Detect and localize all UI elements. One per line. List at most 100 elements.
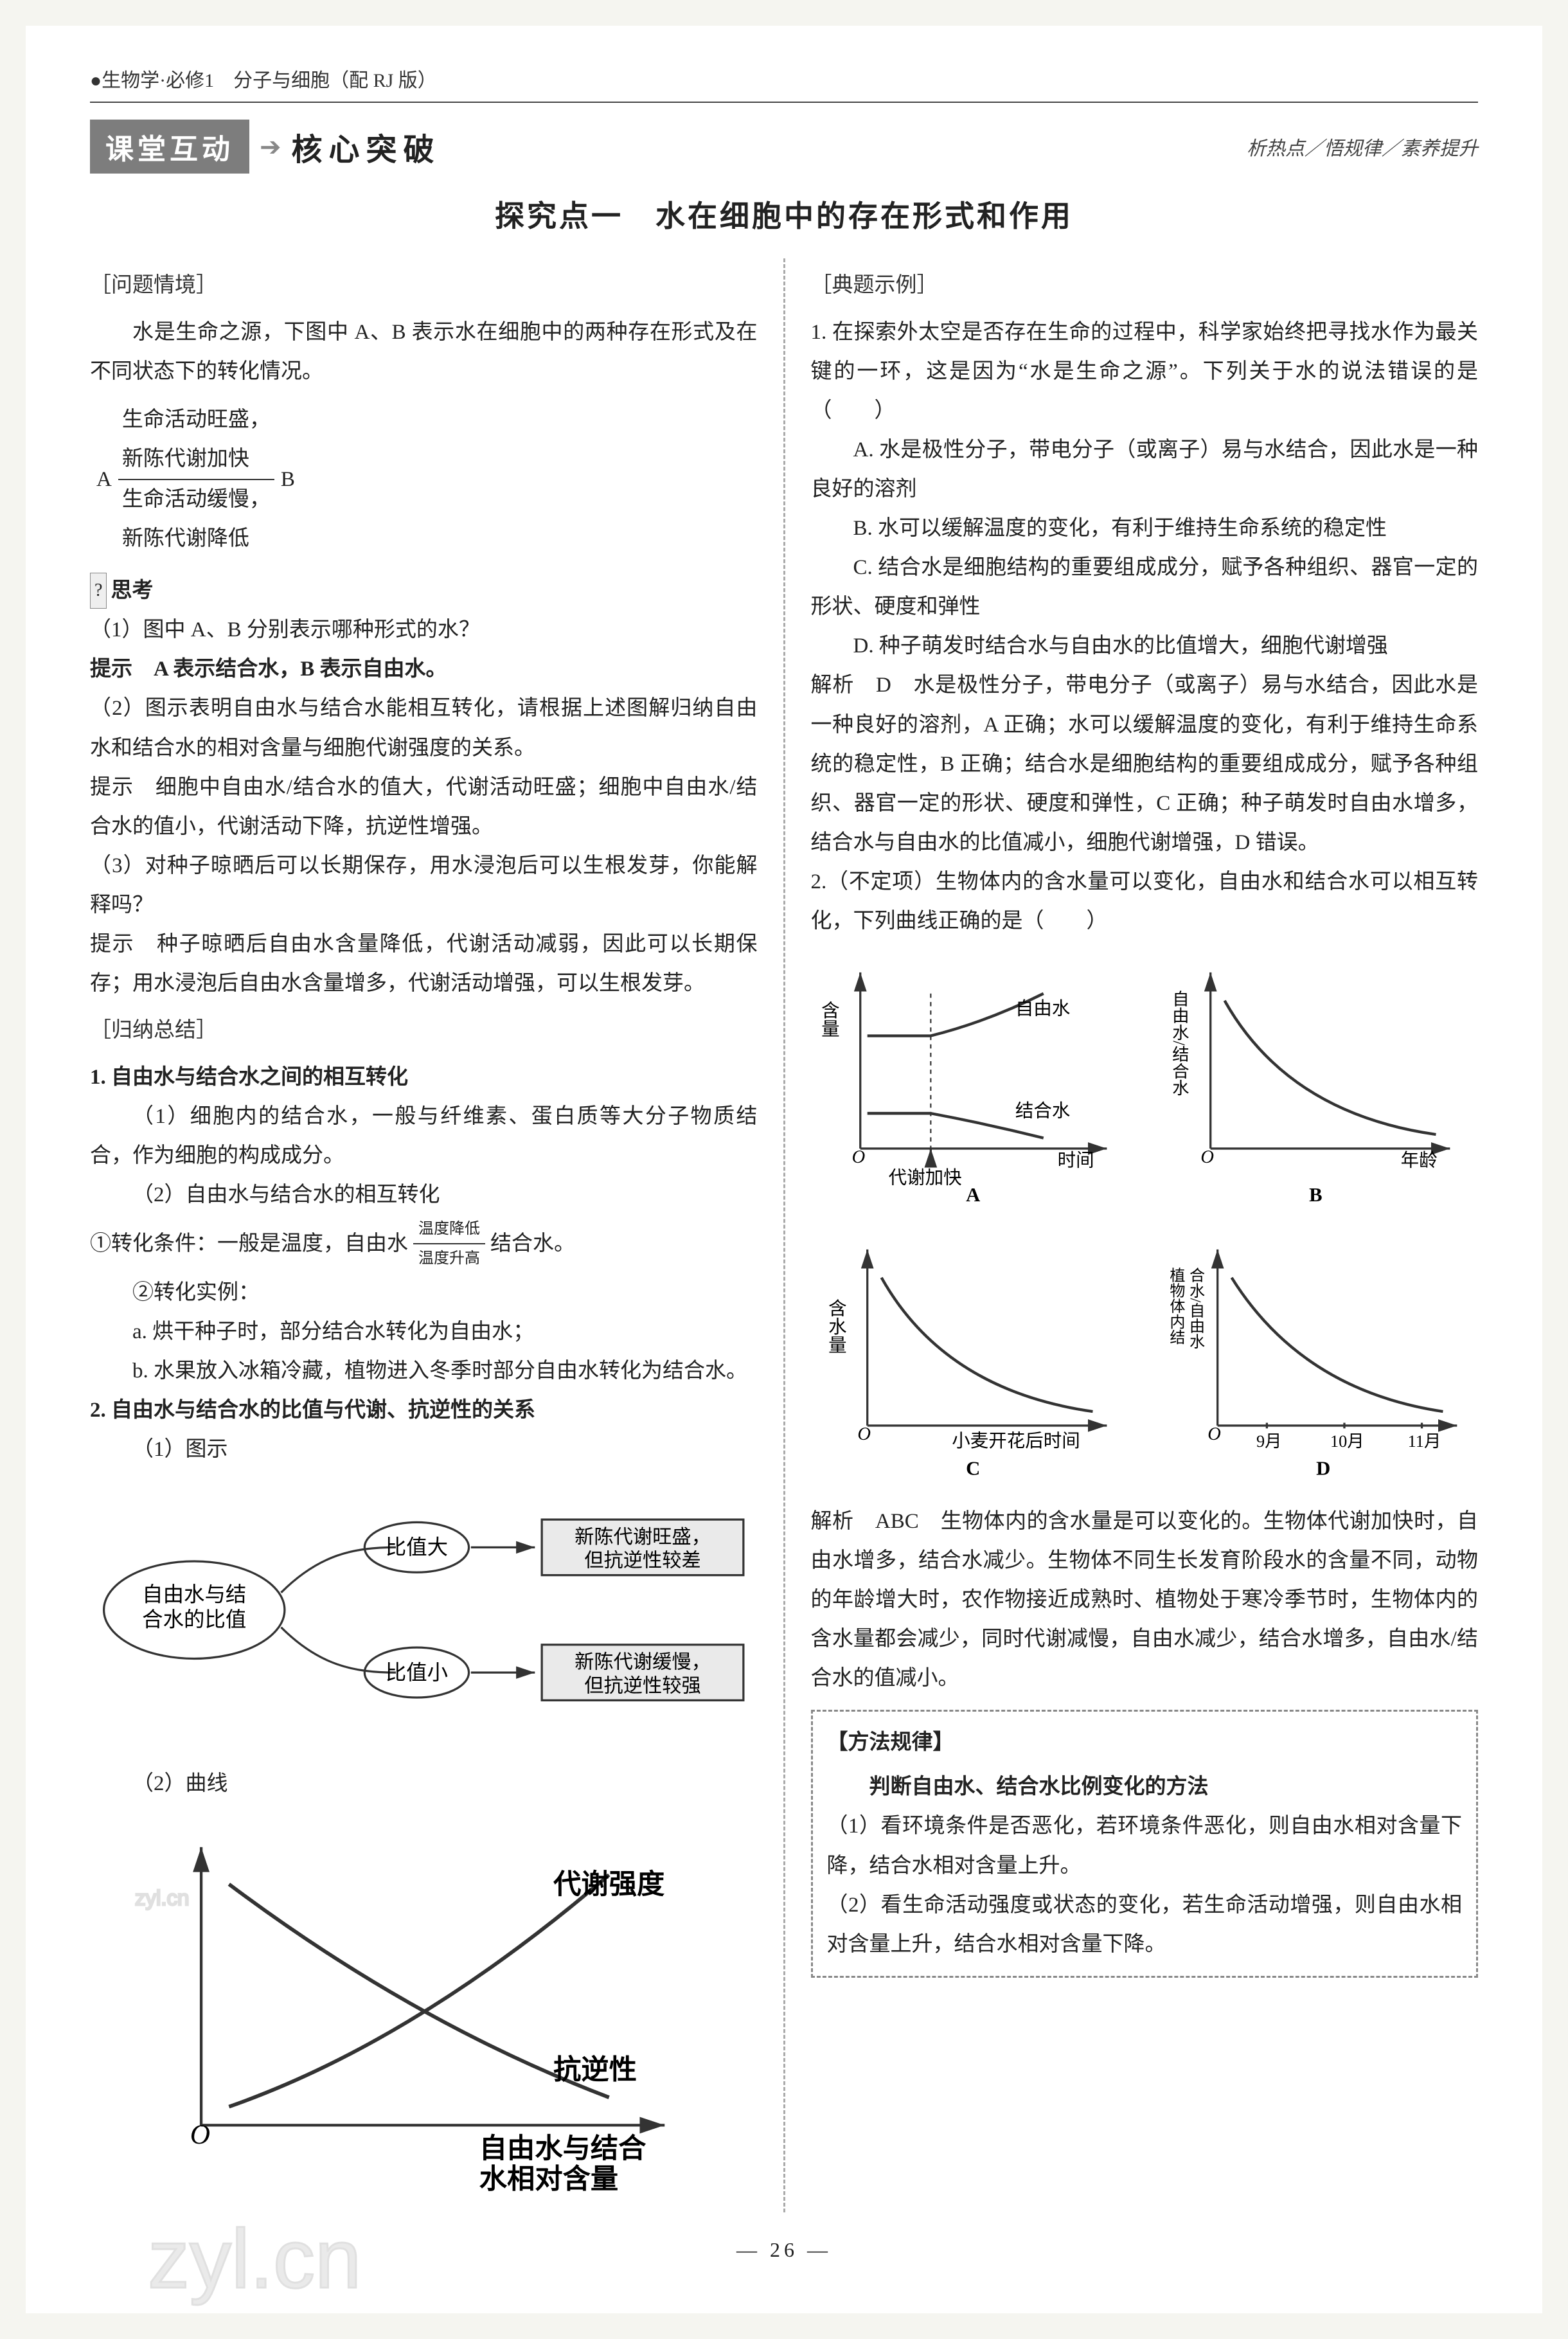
ra2: 解析 ABC 生物体内的含水量是可以变化的。生物体代谢加快时，自由水增多，结合水… <box>811 1502 1479 1698</box>
svg-text:合水/自由水: 合水/自由水 <box>1186 1268 1204 1349</box>
n2b: （2）曲线 <box>90 1764 758 1804</box>
svg-text:比值大: 比值大 <box>386 1536 448 1559</box>
rq1b: B. 水可以缓解温度的变化，有利于维持生命系统的稳定性 <box>811 509 1479 548</box>
band-right: 析热点／悟规律／素养提升 <box>1247 132 1478 161</box>
breadcrumb: ●生物学·必修1 分子与细胞（配 RJ 版） <box>90 64 1478 103</box>
svg-text:10月: 10月 <box>1330 1432 1364 1451</box>
svg-text:代谢加快: 代谢加快 <box>888 1168 961 1188</box>
svg-text:但抗逆性较强: 但抗逆性较强 <box>584 1674 701 1696</box>
svg-text:自由水/结合水: 自由水/结合水 <box>1170 990 1189 1096</box>
chart-A: O 含量 自由水 结合水 时间 代谢加快 A <box>811 951 1135 1219</box>
svg-text:11月: 11月 <box>1407 1432 1441 1451</box>
band-mid: 核心突破 <box>292 124 441 169</box>
a2: 提示 细胞中自由水/结合水的值大，代谢活动旺盛；细胞中自由水/结合水的值小，代谢… <box>90 768 758 847</box>
chart-row-1: O 含量 自由水 结合水 时间 代谢加快 A <box>811 951 1479 1219</box>
n1b2a: a. 烘干种子时，部分结合水转化为自由水； <box>90 1313 758 1352</box>
rq1: 1. 在探索外太空是否存在生命的过程中，科学家始终把寻找水作为最关键的一环，这是… <box>811 313 1479 431</box>
svg-text:D: D <box>1316 1458 1330 1480</box>
svg-text:含量: 含量 <box>818 1001 838 1037</box>
two-columns: zyl.cn ［问题情境］ 水是生命之源，下图中 A、B 表示水在细胞中的两种存… <box>90 258 1478 2212</box>
svg-text:9月: 9月 <box>1256 1432 1281 1451</box>
column-divider <box>783 258 785 2212</box>
svg-text:O: O <box>857 1424 871 1444</box>
page: ●生物学·必修1 分子与细胞（配 RJ 版） 课堂互动 ➔ 核心突破 析热点／悟… <box>26 26 1542 2313</box>
flow-diagram: 自由水与结 合水的比值 比值大 比值小 新陈代谢旺盛， 但 <box>90 1485 758 1748</box>
left-p1: 水是生命之源，下图中 A、B 表示水在细胞中的两种存在形式及在不同状态下的转化情… <box>90 313 758 391</box>
svg-text:但抗逆性较差: 但抗逆性较差 <box>584 1550 701 1572</box>
svg-text:自由水: 自由水 <box>1015 998 1070 1019</box>
svg-text:O: O <box>190 2119 210 2150</box>
method-box: 【方法规律】 判断自由水、结合水比例变化的方法 （1）看环境条件是否恶化，若环境… <box>811 1710 1479 1977</box>
n2a: （1）图示 <box>90 1430 758 1469</box>
svg-text:A: A <box>966 1184 980 1205</box>
n1b1-top: 温度降低 <box>413 1215 485 1244</box>
rq1d: D. 种子萌发时结合水与自由水的比值增大，细胞代谢增强 <box>811 627 1479 666</box>
ab-diagram: A 生命活动旺盛， 新陈代谢加快 生命活动缓慢， 新陈代谢降低 B <box>90 400 758 559</box>
svg-text:合水的比值: 合水的比值 <box>142 1608 246 1632</box>
method-sub: 判断自由水、结合水比例变化的方法 <box>827 1768 1463 1807</box>
method-1: （1）看环境条件是否恶化，若环境条件恶化，则自由水相对含量下降，结合水相对含量上… <box>827 1807 1463 1885</box>
q2: （2）图示表明自由水与结合水能相互转化，请根据上述图解归纳自由水和结合水的相对含… <box>90 689 758 767</box>
svg-text:含水量: 含水量 <box>825 1299 845 1354</box>
svg-text:代谢强度: 代谢强度 <box>553 1869 665 1899</box>
n1b1-tail: 结合水。 <box>490 1224 575 1264</box>
n1b2b: b. 水果放入冰箱冷藏，植物进入冬季时部分自由水转化为结合水。 <box>90 1352 758 1391</box>
svg-text:时间: 时间 <box>1057 1150 1094 1170</box>
ab-B: B <box>281 460 295 499</box>
band-left: 课堂互动 <box>90 120 249 174</box>
left-column: zyl.cn ［问题情境］ 水是生命之源，下图中 A、B 表示水在细胞中的两种存… <box>90 258 758 2212</box>
method-title: 【方法规律】 <box>827 1723 1463 1762</box>
a1: 提示 A 表示结合水，B 表示自由水。 <box>90 650 758 689</box>
ab-A: A <box>96 460 112 499</box>
method-2: （2）看生命活动强度或状态的变化，若生命活动增强，则自由水相对含量上升，结合水相… <box>827 1886 1463 1964</box>
svg-text:年龄: 年龄 <box>1400 1150 1437 1170</box>
q1: （1）图中 A、B 分别表示哪种形式的水？ <box>90 611 758 650</box>
svg-text:植物体内结: 植物体内结 <box>1167 1268 1185 1345</box>
svg-text:自由水与结合: 自由水与结合 <box>479 2133 646 2164</box>
n1b1-bot: 温度升高 <box>413 1244 485 1273</box>
n1b2: ②转化实例： <box>90 1273 758 1313</box>
rq1a: A. 水是极性分子，带电分子（或离子）易与水结合，因此水是一种良好的溶剂 <box>811 431 1479 509</box>
svg-text:O: O <box>851 1147 865 1167</box>
ab-bot: 生命活动缓慢， 新陈代谢降低 <box>118 480 274 559</box>
chart-D: O 植物体内结 合水/自由水 9月 10月 11月 D <box>1154 1228 1478 1496</box>
n1b: （2）自由水与结合水的相互转化 <box>90 1176 758 1215</box>
band-arrow-icon: ➔ <box>260 132 281 162</box>
a3: 提示 种子晾晒后自由水含量降低，代谢活动减弱，因此可以长期保存；用水浸泡后自由水… <box>90 925 758 1003</box>
svg-text:结合水: 结合水 <box>1015 1100 1070 1121</box>
inquiry-title: 探究点一 水在细胞中的存在形式和作用 <box>90 193 1478 235</box>
breadcrumb-text: ●生物学·必修1 分子与细胞（配 RJ 版） <box>90 70 437 91</box>
chart-row-2: O 含水量 小麦开花后时间 C O 植物体内结 合水/自由水 <box>811 1228 1479 1496</box>
svg-text:自由水与结: 自由水与结 <box>142 1583 246 1607</box>
section-band: 课堂互动 ➔ 核心突破 析热点／悟规律／素养提升 <box>90 120 1478 174</box>
sikao-label: ?思考 <box>90 571 758 611</box>
n2: 2. 自由水与结合水的比值与代谢、抗逆性的关系 <box>90 1391 758 1430</box>
question-icon: ? <box>90 573 107 609</box>
left-h2: ［归纳总结］ <box>90 1011 758 1050</box>
svg-text:抗逆性: 抗逆性 <box>553 2054 637 2085</box>
svg-text:B: B <box>1309 1184 1322 1205</box>
svg-text:水相对含量: 水相对含量 <box>479 2164 618 2194</box>
n1a: （1）细胞内的结合水，一般与纤维素、蛋白质等大分子物质结合，作为细胞的构成成分。 <box>90 1097 758 1176</box>
svg-text:新陈代谢缓慢，: 新陈代谢缓慢， <box>575 1651 711 1673</box>
svg-text:新陈代谢旺盛，: 新陈代谢旺盛， <box>575 1526 711 1548</box>
page-number: — 26 — <box>90 2238 1478 2262</box>
q3: （3）对种子晾晒后可以长期保存，用水浸泡后可以生根发芽，你能解释吗？ <box>90 847 758 925</box>
svg-text:小麦开花后时间: 小麦开花后时间 <box>952 1431 1080 1451</box>
rq2: 2.（不定项）生物体内的含水量可以变化，自由水和结合水可以相互转化，下列曲线正确… <box>811 863 1479 941</box>
right-column: ［典题示例］ 1. 在探索外太空是否存在生命的过程中，科学家始终把寻找水作为最关… <box>811 258 1479 2212</box>
n1b1-lead: ①转化条件：一般是温度，自由水 <box>90 1224 408 1264</box>
svg-text:比值小: 比值小 <box>386 1661 448 1685</box>
left-h1: ［问题情境］ <box>90 266 758 305</box>
svg-text:C: C <box>966 1458 980 1480</box>
ra1: 解析 D 水是极性分子，带电分子（或离子）易与水结合，因此水是一种良好的溶剂，A… <box>811 666 1479 862</box>
svg-text:O: O <box>1200 1147 1214 1167</box>
cross-curve: O 代谢强度 抗逆性 自由水与结合 水相对含量 <box>90 1810 758 2213</box>
svg-text:O: O <box>1207 1424 1221 1444</box>
rq1c: C. 结合水是细胞结构的重要组成成分，赋予各种组织、器官一定的形状、硬度和弹性 <box>811 548 1479 627</box>
right-h1: ［典题示例］ <box>811 266 1479 305</box>
chart-B: O 自由水/结合水 年龄 B <box>1154 951 1478 1219</box>
n1b1-line: ①转化条件：一般是温度，自由水 温度降低 温度升高 结合水。 <box>90 1215 758 1273</box>
n1: 1. 自由水与结合水之间的相互转化 <box>90 1058 758 1097</box>
chart-C: O 含水量 小麦开花后时间 C <box>811 1228 1135 1496</box>
